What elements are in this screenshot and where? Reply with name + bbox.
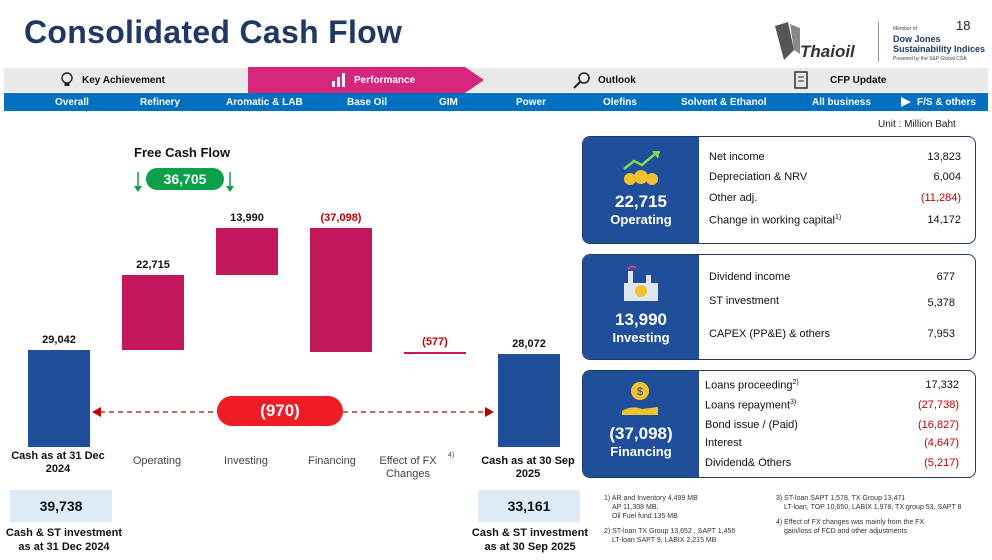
bar-chart-icon [332,73,345,87]
cash-st-begin-caption: Cash & ST investment as at 31 Dec 2024 [5,527,123,553]
category-label-investing: Investing [223,455,269,467]
category-label-fx: Effect of FX Changes [379,455,437,480]
money-hand-icon: $ [622,382,658,415]
free-cash-flow-pill: 36,705 [146,168,224,190]
waterfall-bar [498,353,560,447]
subtab-all-business[interactable]: All business [812,96,871,108]
investing-row-value: 677 [936,271,955,283]
tab-cfp-update[interactable]: CFP Update [792,68,887,92]
financing-row-label: Bond issue / (Paid) [705,419,798,431]
sub-nav-bar [4,93,988,111]
page-number: 18 [956,18,971,33]
subtab-solvent-ethanol[interactable]: Solvent & Ethanol [681,96,767,108]
subtab-base-oil[interactable]: Base Oil [347,96,388,108]
category-label-cash-end: Cash as at 30 Sep 2025 [481,455,575,480]
subtab-olefins[interactable]: Olefins [603,96,637,108]
tab-key-achievement[interactable]: Key Achievement [58,68,165,92]
subtab-overall[interactable]: Overall [55,96,89,108]
waterfall-bar-label: (37,098) [320,212,362,225]
waterfall-bar-label: 13,990 [230,212,264,225]
net-change-pill: (970) [217,396,343,426]
financing-row-value: (5,217) [924,457,959,469]
logo-divider [878,22,879,62]
footnote-1: 1) AR and Inventory 4,499 MB AP 11,308 M… [604,495,698,520]
factory-icon [624,265,658,301]
financing-summary: $ (37,098) Financing [583,371,699,477]
operating-row-value: 6,004 [933,171,961,183]
main-nav-bar [4,68,988,92]
page-title: Consolidated Cash Flow [24,14,403,50]
investing-row-label: CAPEX (PP&E) & others [709,328,831,340]
operating-row-label: Other adj. [709,192,758,204]
footnote-2: 2) ST-loan TX Group 13,652 , SAPT 1,456 … [604,528,736,544]
waterfall-bar-label: (577) [422,335,448,348]
investing-row-label: ST investment [709,295,780,307]
financing-panel: $ (37,098) Financing Loans proceeding2) … [582,370,976,478]
subtab-power[interactable]: Power [516,96,547,108]
svg-text:$: $ [637,386,643,398]
financing-row-label: Dividend& Others [705,457,792,469]
financing-row-value: (27,738) [918,399,959,411]
waterfall-bar [28,350,90,447]
investing-row-value: 5,378 [927,297,955,309]
investing-row-value: 7,953 [927,328,955,340]
cash-st-begin-value: 39,738 [10,490,112,522]
operating-row-label: Change in working capital1) [709,214,842,227]
magnifier-icon [573,72,590,89]
active-tab-highlight [248,67,484,93]
operating-summary: 22,715 Operating [583,137,699,243]
document-icon [794,71,808,89]
tab-outlook[interactable]: Outlook [572,68,636,92]
investing-row-label: Dividend income [709,271,791,283]
dow-jones-badge: Member of Dow Jones Sustainability Indic… [893,26,986,62]
footnote-3: 3) ST-loan SAPT 1,578, TX Group 13,471 L… [776,495,962,511]
waterfall-bar [216,228,278,275]
free-cash-flow-bracket [134,172,234,192]
investing-panel: 13,990 Investing Dividend income 677 ST … [582,254,976,360]
category-label-operating: Operating [132,455,182,467]
waterfall-bar [404,351,466,354]
category-label-cash-begin: Cash as at 31 Dec 2024 [11,450,105,475]
tab-performance[interactable]: Performance [330,68,415,92]
fx-footnote-marker: 4) [448,452,455,459]
financing-row-value: (4,647) [924,437,959,449]
operating-row-label: Depreciation & NRV [709,171,808,183]
play-arrow-icon [901,97,911,107]
unit-label: Unit : Million Baht [878,119,956,130]
operating-row-value: (11,284) [920,192,961,204]
subtab-gim[interactable]: GIM [439,96,458,108]
operating-row-label: Net income [709,151,765,163]
footnote-4: 4) Effect of FX changes was mainly from … [776,519,925,535]
waterfall-bar [310,228,372,352]
coins-growth-icon [623,151,660,185]
waterfall-bar [122,274,184,351]
waterfall-bar-label: 29,042 [42,334,76,347]
subtab-refinery[interactable]: Refinery [140,96,181,108]
financing-row-label: Loans proceeding2) [705,379,799,392]
operating-row-value: 13,823 [927,151,961,163]
cash-st-end-caption: Cash & ST investment as at 30 Sep 2025 [471,527,589,553]
subtab-aromatic-lab[interactable]: Aromatic & LAB [226,96,303,108]
cash-st-end-value: 33,161 [478,490,580,522]
thaioil-logo [775,22,800,60]
thaioil-wordmark: Thaioil [800,42,855,61]
subtab-fs-others[interactable]: F/S & others [900,93,976,111]
operating-row-value: 14,172 [927,214,961,226]
financing-row-value: (16,827) [918,419,959,431]
waterfall-bar-label: 22,715 [136,258,170,271]
financing-row-value: 17,332 [925,379,959,391]
operating-panel: 22,715 Operating Net income 13,823 Depre… [582,136,976,244]
financing-row-label: Loans repayment3) [705,399,797,412]
category-label-financing: Financing [308,455,356,467]
lightbulb-icon [61,72,73,86]
investing-summary: 13,990 Investing [583,255,699,359]
chart-title: Free Cash Flow [134,145,231,160]
waterfall-bar-label: 28,072 [512,337,546,350]
financing-row-label: Interest [705,437,742,449]
